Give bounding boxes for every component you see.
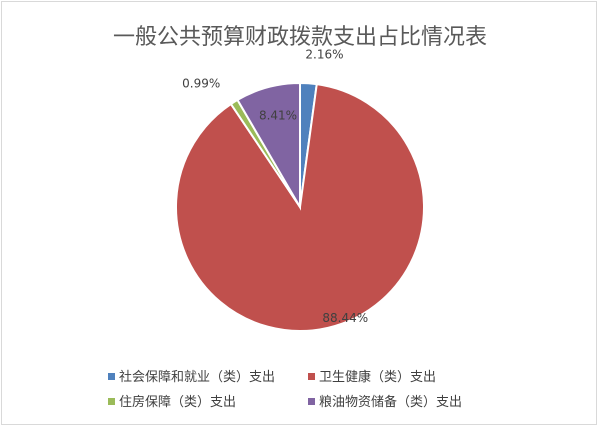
data-label-grain-reserve: 8.41% bbox=[259, 109, 297, 123]
legend-label-social-security: 社会保障和就业（类）支出 bbox=[119, 369, 275, 385]
data-label-housing: 0.99% bbox=[182, 76, 220, 90]
legend-label-grain-reserve: 粮油物资储备（类）支出 bbox=[319, 394, 462, 410]
legend-label-housing: 住房保障（类）支出 bbox=[119, 394, 236, 410]
legend-swatch-social-security bbox=[108, 373, 115, 380]
data-label-health: 88.44% bbox=[322, 311, 368, 325]
data-label-social-security: 2.16% bbox=[305, 47, 343, 61]
legend-swatch-housing bbox=[108, 398, 115, 405]
legend-swatch-grain-reserve bbox=[308, 398, 315, 405]
chart-title: 一般公共预算财政拨款支出占比情况表 bbox=[113, 25, 487, 50]
legend-swatch-health bbox=[308, 373, 315, 380]
legend-label-health: 卫生健康（类）支出 bbox=[319, 369, 436, 385]
pie-slice-grain-reserve bbox=[236, 81, 301, 211]
pie-slices bbox=[175, 81, 425, 332]
data-labels: 2.16% 88.44% 0.99% 8.41% bbox=[182, 47, 368, 325]
